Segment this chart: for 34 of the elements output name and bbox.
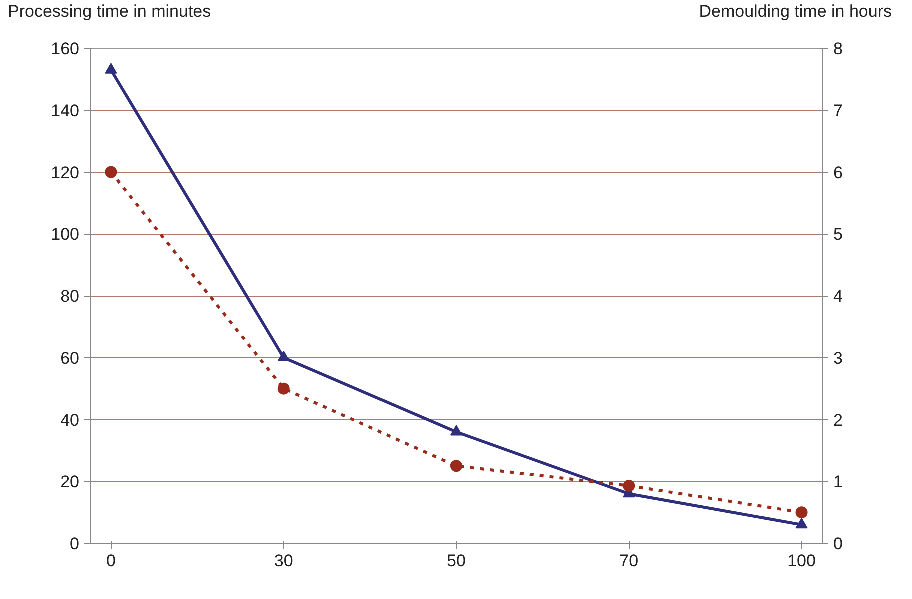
y2-tick-label: 7 — [834, 101, 843, 120]
y-tick-label: 20 — [60, 472, 80, 492]
y-tick-label: 60 — [60, 348, 80, 368]
y-tick-label: 120 — [51, 163, 80, 182]
point — [278, 351, 290, 362]
point — [796, 518, 808, 529]
x-tick-label: 100 — [788, 552, 816, 570]
point — [623, 480, 636, 492]
point — [278, 382, 290, 395]
y2-tick-label: 8 — [834, 40, 843, 58]
y-tick-label: 140 — [51, 101, 80, 120]
point — [450, 425, 462, 436]
point — [105, 63, 118, 74]
y-tick-label: 0 — [70, 534, 80, 554]
y2-tick-label: 0 — [834, 534, 843, 554]
y-tick-label: 100 — [51, 225, 80, 244]
y2-tick-label: 1 — [834, 472, 843, 492]
y2-tick-label: 6 — [834, 163, 843, 182]
y2-tick-label: 4 — [834, 287, 843, 306]
y-tick-label: 40 — [60, 410, 80, 430]
x-tick-label: 70 — [620, 552, 639, 570]
y2-axis-title: Demoulding time in hours — [699, 1, 892, 23]
point — [450, 460, 462, 472]
point — [105, 166, 118, 178]
y2-tick-label: 3 — [834, 348, 843, 368]
x-tick-label: 0 — [106, 552, 116, 570]
y-tick-label: 80 — [60, 287, 80, 306]
x-tick-label: 50 — [447, 552, 466, 570]
point — [796, 506, 808, 519]
x-tick-label: 30 — [274, 552, 294, 570]
y-axis-title: Processing time in minutes — [8, 1, 212, 23]
y-tick-label: 160 — [51, 40, 80, 58]
y2-tick-label: 5 — [834, 225, 843, 244]
y2-tick-label: 2 — [834, 410, 843, 430]
